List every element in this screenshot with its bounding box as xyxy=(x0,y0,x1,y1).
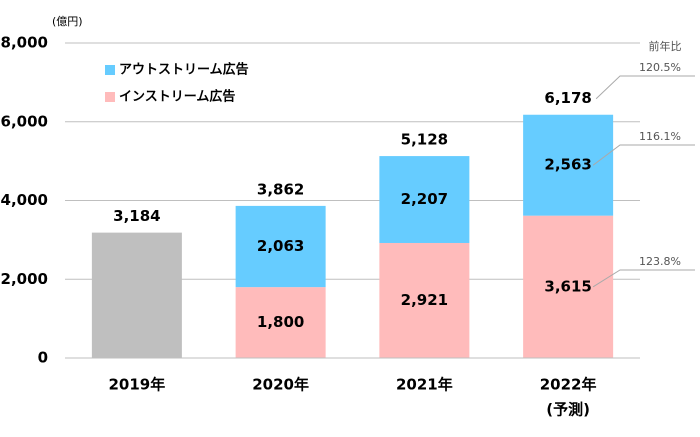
value-label: 3,615 xyxy=(544,277,591,295)
value-label: 2,207 xyxy=(401,190,448,208)
y-tick-label: 4,000 xyxy=(1,191,48,209)
total-label: 5,128 xyxy=(401,131,448,149)
forecast-note: (予測) xyxy=(546,401,590,419)
legend-label: インストリーム広告 xyxy=(119,89,235,105)
total-label: 3,184 xyxy=(113,207,160,225)
value-label: 2,921 xyxy=(401,291,448,309)
legend-swatch xyxy=(105,65,115,75)
y-tick-label: 2,000 xyxy=(1,270,48,288)
x-tick-label: 2022年 xyxy=(540,376,597,394)
value-label: 2,063 xyxy=(257,237,304,255)
bar-segment xyxy=(235,205,326,288)
x-tick-label: 2019年 xyxy=(109,376,166,394)
growth-label: 116.1% xyxy=(639,130,681,143)
total-label: 3,862 xyxy=(257,180,304,198)
y-tick-label: 6,000 xyxy=(1,112,48,130)
total-label: 6,178 xyxy=(544,89,591,107)
x-tick-label: 2020年 xyxy=(252,376,309,394)
bar-segment xyxy=(235,287,326,358)
growth-label: 123.8% xyxy=(639,255,681,268)
legend-swatch xyxy=(105,92,115,102)
leader-line xyxy=(592,269,695,288)
bar-segment xyxy=(523,114,614,216)
bar-segment xyxy=(523,215,614,358)
x-tick-label: 2021年 xyxy=(396,376,453,394)
legend-label: アウトストリーム広告 xyxy=(119,62,249,78)
value-label: 1,800 xyxy=(257,313,304,331)
y-tick-label: 8,000 xyxy=(1,34,48,52)
bar-segment xyxy=(379,156,470,243)
leader-line xyxy=(592,144,695,166)
value-label: 2,563 xyxy=(544,156,591,174)
growth-label: 120.5% xyxy=(639,61,681,74)
growth-title: 前年比 xyxy=(649,39,682,53)
bar xyxy=(91,232,182,358)
bar-segment xyxy=(379,242,470,358)
leader-line xyxy=(595,75,695,100)
y-tick-label: 0 xyxy=(38,349,48,367)
y-axis-label: (億円) xyxy=(52,15,83,28)
